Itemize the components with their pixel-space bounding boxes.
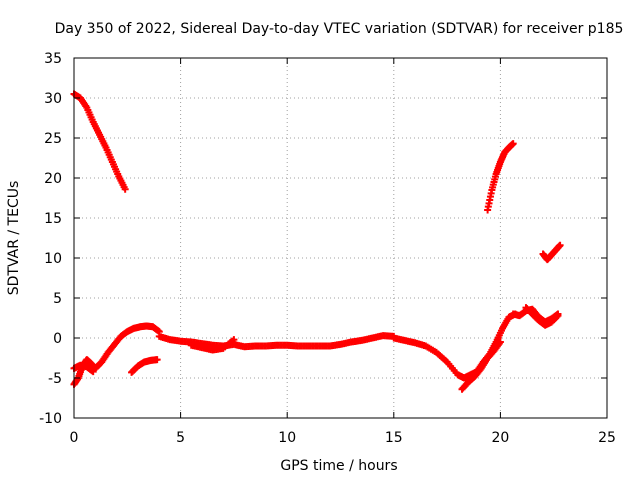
series-arc-end-b [522, 304, 562, 329]
grid [74, 58, 607, 418]
data-point [153, 356, 161, 364]
series-arc-short [128, 356, 161, 376]
x-tick-label: 10 [278, 430, 296, 446]
data-point [89, 368, 97, 376]
y-tick-label: 30 [44, 91, 62, 107]
plot-frame [73, 57, 608, 419]
y-tick-label: 0 [53, 331, 62, 347]
y-tick-label: 5 [53, 291, 62, 307]
series-arc-low-early-b [70, 361, 97, 376]
chart-title: Day 350 of 2022, Sidereal Day-to-day VTE… [55, 21, 624, 37]
x-tick-label: 25 [598, 430, 616, 446]
series-arc-end-high [539, 241, 564, 264]
x-tick-label: 0 [70, 430, 79, 446]
data-points [70, 90, 564, 393]
y-tick-label: 20 [44, 171, 62, 187]
y-tick-label: -5 [48, 371, 62, 387]
x-tick-label: 15 [385, 430, 403, 446]
data-point [554, 312, 562, 320]
data-point [121, 185, 129, 193]
data-point [230, 336, 238, 344]
axis-ticks: 0 5 10 15 20 25 -10 -5 0 5 10 15 20 25 30 35 [39, 51, 616, 446]
data-point [509, 140, 517, 148]
data-point [556, 241, 564, 249]
x-tick-label: 5 [176, 430, 185, 446]
y-tick-label: 15 [44, 211, 62, 227]
y-tick-label: -10 [39, 411, 62, 427]
y-axis-label: SDTVAR / TECUs [6, 181, 22, 296]
x-axis-label: GPS time / hours [280, 458, 397, 474]
series-arc-mid-flat-b [187, 336, 238, 354]
y-tick-label: 10 [44, 251, 62, 267]
y-tick-label: 25 [44, 131, 62, 147]
series-arc-high-late [484, 140, 517, 214]
series-arc-late-b [458, 338, 504, 393]
data-point [553, 313, 561, 321]
y-tick-label: 35 [44, 51, 62, 67]
data-point [496, 338, 504, 346]
x-tick-label: 20 [491, 430, 509, 446]
